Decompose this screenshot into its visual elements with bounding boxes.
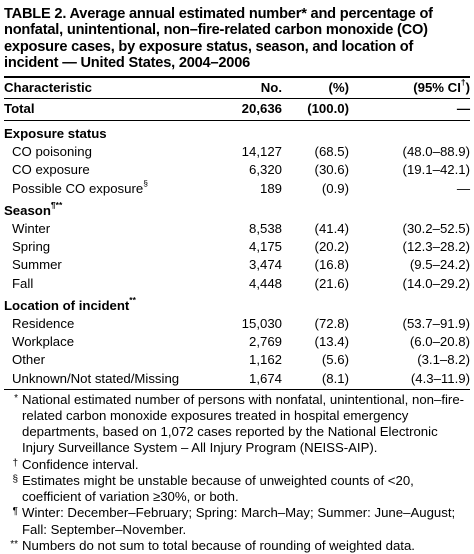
footnote-mark: ** (10, 538, 18, 550)
footnote-mark: § (143, 178, 148, 189)
table-row: Residence 15,030 (72.8) (53.7–91.9) (4, 315, 470, 333)
section-season: Season¶** (4, 200, 470, 220)
row-no: 8,538 (248, 221, 282, 237)
footnote-mark: * (14, 392, 18, 404)
row-no: 1,162 (248, 352, 282, 368)
footnote-text: Confidence interval. (22, 456, 139, 472)
row-ci: (48.0–88.9) (402, 144, 470, 160)
section-exposure-status: Exposure status (4, 125, 470, 143)
footnote-text: Numbers do not sum to total because of r… (22, 537, 415, 553)
total-rule (4, 120, 470, 122)
row-label: Unknown/Not stated/Missing (12, 370, 180, 386)
row-pct: (20.2) (314, 239, 349, 255)
row-no: 6,320 (248, 162, 282, 178)
bottom-rule (4, 388, 470, 390)
row-pct: (8.1) (321, 370, 349, 386)
footnote-mark: § (12, 473, 18, 485)
footnote: † Confidence interval. (4, 457, 470, 473)
row-ci: (30.2–52.5) (402, 221, 470, 237)
row-no: 15,030 (241, 316, 282, 332)
footnotes: * National estimated number of persons w… (4, 392, 470, 554)
footnote: ** Numbers do not sum to total because o… (4, 538, 470, 554)
row-no: 3,474 (248, 257, 282, 273)
footnote: ¶ Winter: December–February; Spring: Mar… (4, 505, 470, 537)
table-row: Workplace 2,769 (13.4) (6.0–20.8) (4, 333, 470, 351)
table-row: Other 1,162 (5.6) (3.1–8.2) (4, 351, 470, 369)
table-row-total: Total 20,636 (100.0) — (4, 99, 470, 120)
row-no: 4,448 (248, 275, 282, 291)
footnote-mark: ¶ (12, 506, 18, 518)
row-label: Possible CO exposure§ (12, 178, 148, 196)
row-label: CO poisoning (12, 144, 92, 160)
table-row: Spring 4,175 (20.2) (12.3–28.2) (4, 238, 470, 256)
section-label: Exposure status (4, 126, 107, 142)
header-ci: (95% CI†) (349, 77, 470, 97)
row-ci: (6.0–20.8) (409, 334, 470, 350)
row-pct: (21.6) (314, 275, 349, 291)
row-label: Winter (12, 221, 51, 237)
table-row: Summer 3,474 (16.8) (9.5–24.2) (4, 256, 470, 274)
row-no: 2,769 (248, 334, 282, 350)
table-row: Unknown/Not stated/Missing 1,674 (8.1) (… (4, 370, 470, 388)
row-label: CO exposure (12, 162, 90, 178)
row-ci: (19.1–42.1) (402, 162, 470, 178)
table-row: Winter 8,538 (41.4) (30.2–52.5) (4, 220, 470, 238)
total-ci: — (456, 100, 470, 116)
row-label: Other (12, 352, 45, 368)
row-no: 4,175 (248, 239, 282, 255)
table-row: CO exposure 6,320 (30.6) (19.1–42.1) (4, 161, 470, 179)
row-no: 189 (259, 180, 282, 196)
section-location: Location of incident** (4, 295, 470, 315)
header-rule (4, 97, 470, 99)
footnote: § Estimates might be unstable because of… (4, 473, 470, 505)
row-pct: (41.4) (314, 221, 349, 237)
row-label: Workplace (12, 334, 75, 350)
row-label: Residence (12, 316, 75, 332)
row-ci: (14.0–29.2) (402, 275, 470, 291)
footnote-text: Estimates might be unstable because of u… (22, 472, 414, 505)
header-ci-close: ) (465, 79, 470, 95)
header-characteristic: Characteristic (4, 79, 92, 95)
row-pct: (16.8) (314, 257, 349, 273)
table-row: Possible CO exposure§ 189 (0.9) — (4, 178, 470, 198)
table-header-row: Characteristic No. (%) (95% CI†) (4, 78, 470, 98)
row-label: Spring (12, 239, 51, 255)
section-label: Season¶** (4, 200, 63, 218)
header-no: No. (260, 79, 282, 95)
row-ci: (9.5–24.2) (409, 257, 470, 273)
top-rule (4, 75, 470, 78)
row-ci: (53.7–91.9) (402, 316, 470, 332)
footnote-mark: ** (129, 295, 136, 306)
row-label: Summer (12, 257, 62, 273)
section-label: Location of incident** (4, 295, 136, 313)
row-pct: (30.6) (314, 162, 349, 178)
row-label: Fall (12, 275, 34, 291)
header-pct: (%) (328, 79, 349, 95)
header-ci-mark: † (460, 77, 466, 88)
total-no: 20,636 (241, 100, 282, 116)
footnote-text: Winter: December–February; Spring: March… (22, 505, 456, 537)
total-label: Total (4, 100, 35, 116)
total-pct: (100.0) (307, 100, 349, 116)
row-pct: (68.5) (314, 144, 349, 160)
footnote-text: National estimated number of persons wit… (22, 391, 465, 456)
footnote-mark: † (12, 457, 18, 469)
row-pct: (5.6) (321, 352, 349, 368)
row-ci: (12.3–28.2) (402, 239, 470, 255)
table-row: CO poisoning 14,127 (68.5) (48.0–88.9) (4, 143, 470, 161)
row-pct: (72.8) (314, 316, 349, 332)
header-ci-text: (95% CI (413, 79, 461, 95)
row-ci: (4.3–11.9) (410, 370, 470, 386)
table-row: Fall 4,448 (21.6) (14.0–29.2) (4, 275, 470, 293)
footnote: * National estimated number of persons w… (4, 392, 470, 457)
row-pct: (0.9) (321, 180, 349, 196)
table-title: TABLE 2. Average annual estimated number… (4, 6, 433, 72)
footnote-mark: ¶** (50, 200, 63, 211)
row-ci: — (456, 180, 470, 196)
row-ci: (3.1–8.2) (417, 352, 470, 368)
document-page: TABLE 2. Average annual estimated number… (4, 0, 470, 554)
row-no: 1,674 (248, 370, 282, 386)
row-pct: (13.4) (314, 334, 349, 350)
row-no: 14,127 (241, 144, 282, 160)
